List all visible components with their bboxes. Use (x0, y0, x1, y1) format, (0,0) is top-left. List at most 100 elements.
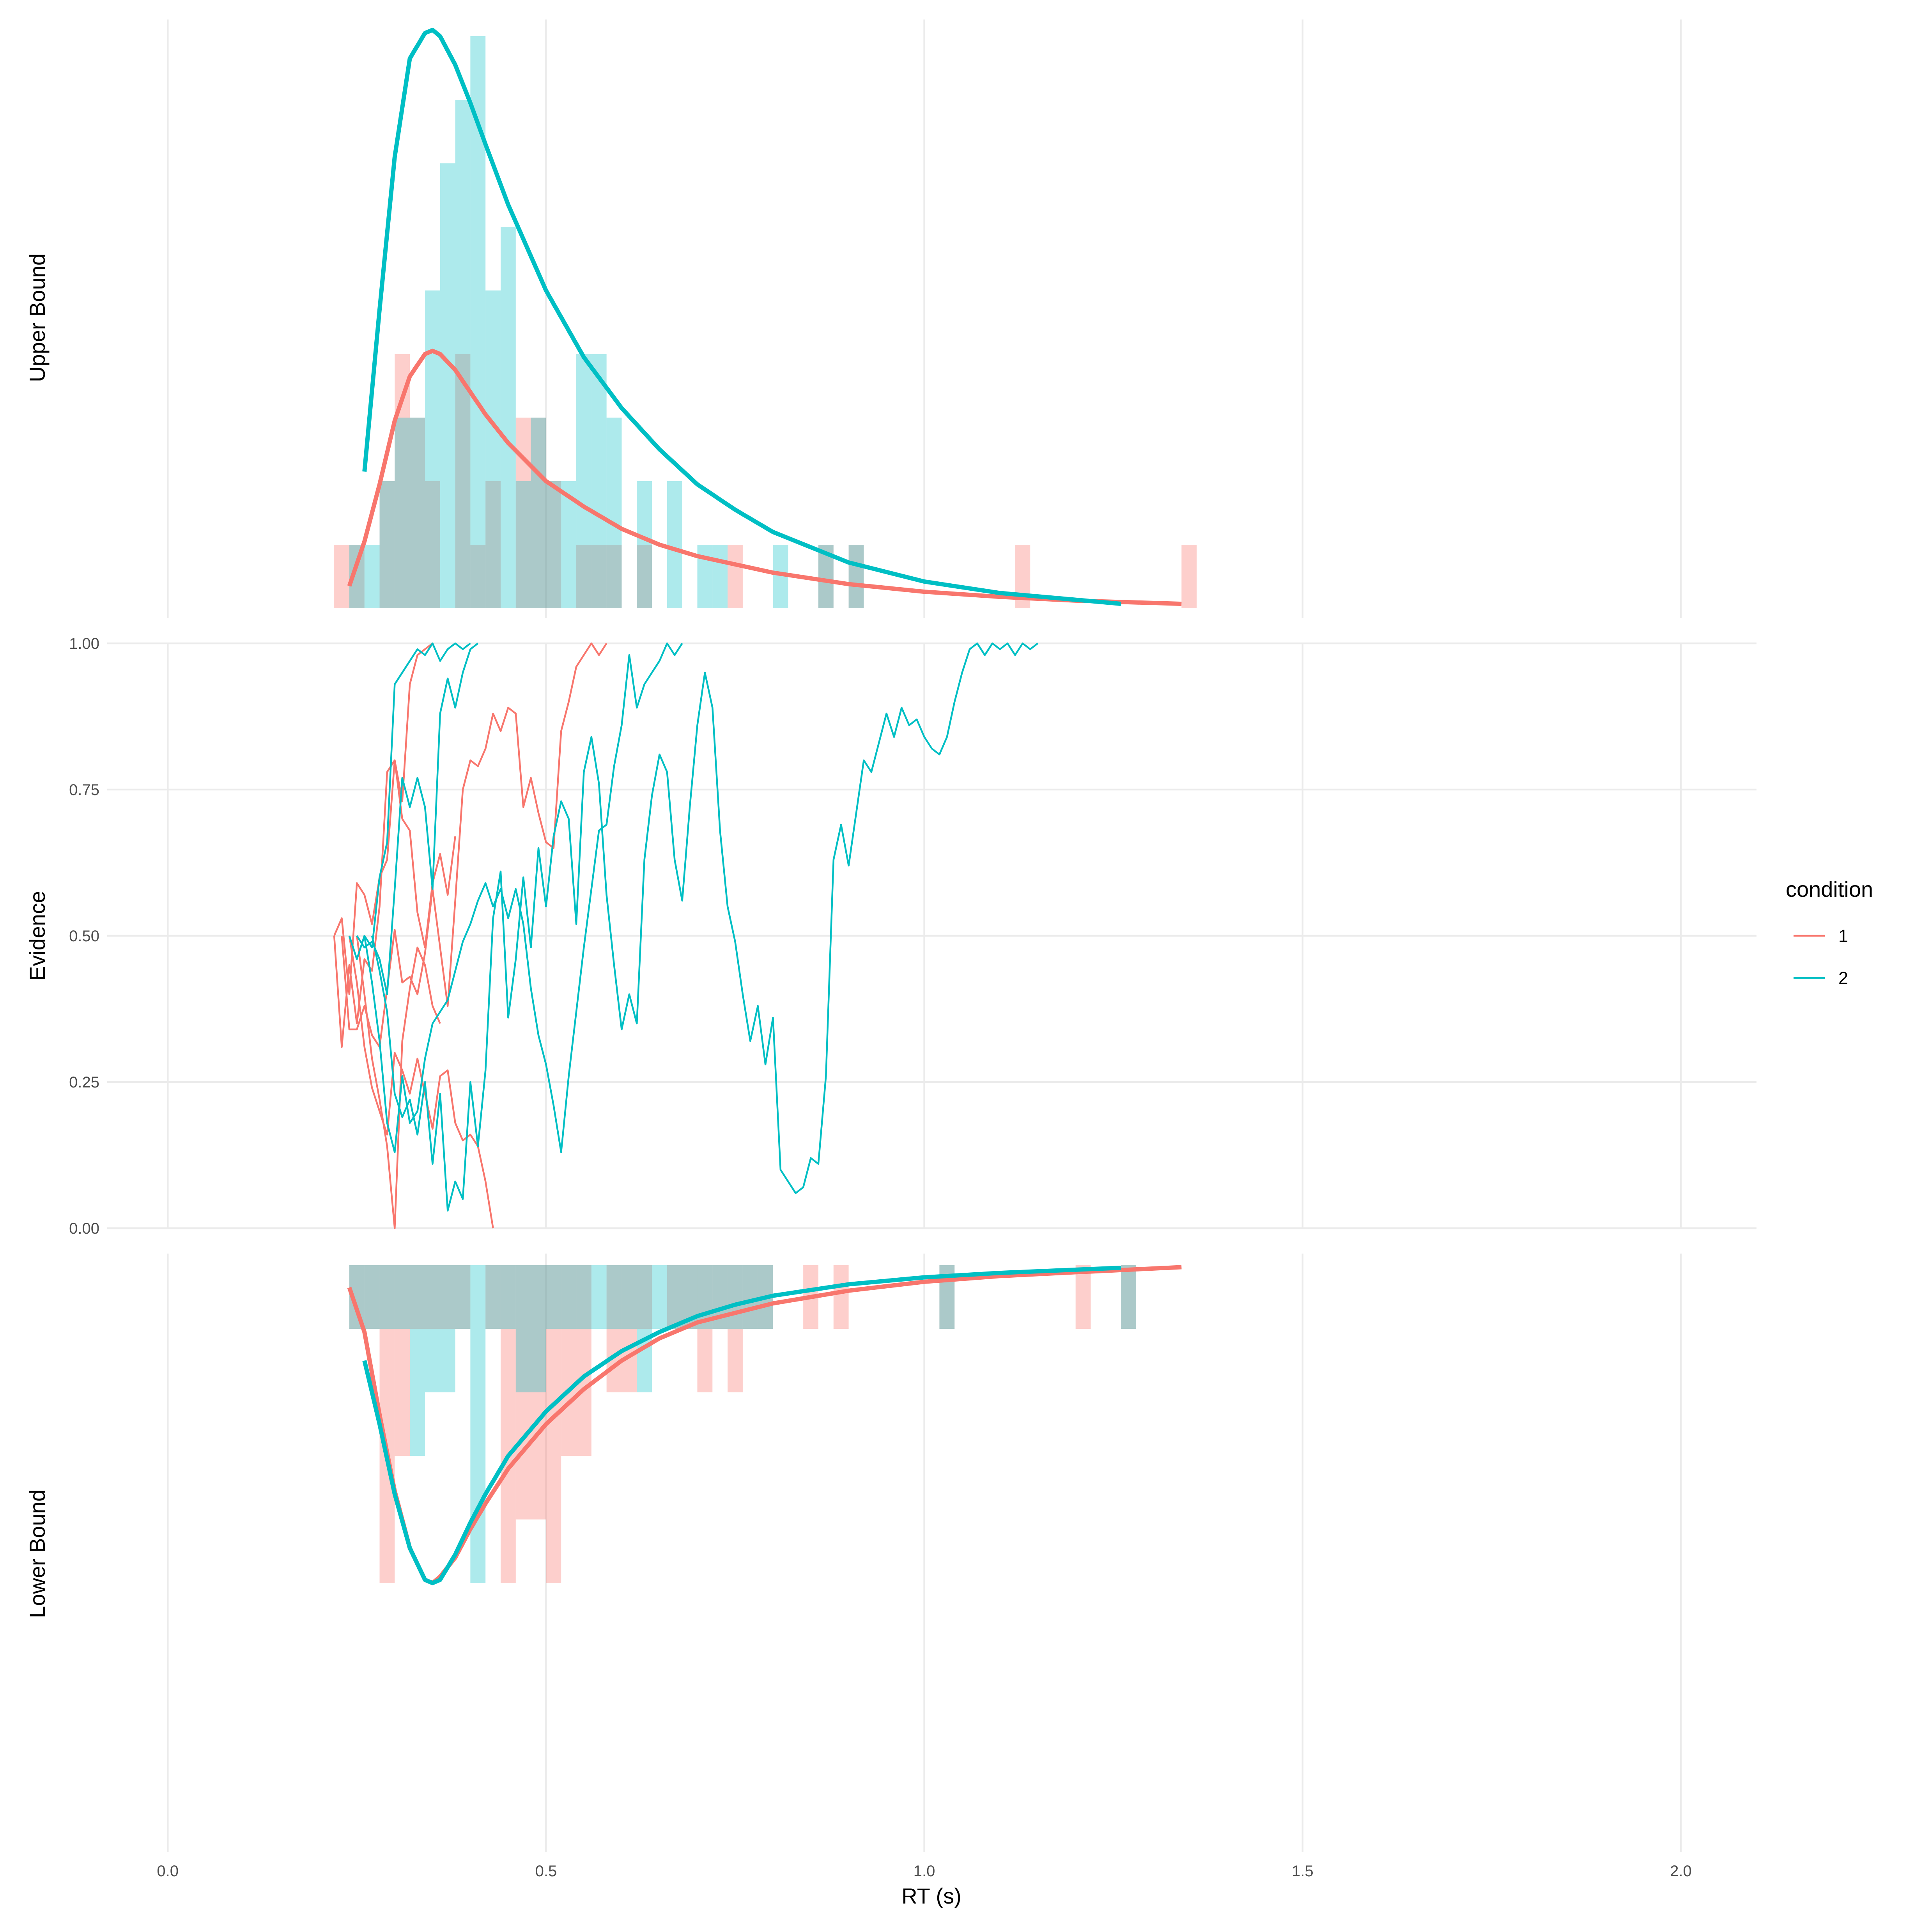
histogram-bar-condition-2 (546, 1265, 561, 1329)
evidence-y-tick-label: 0.25 (69, 1074, 99, 1091)
histogram-bar-condition-1 (576, 545, 591, 608)
histogram-bar-condition-1 (848, 545, 864, 608)
histogram-bar-condition-2 (637, 1265, 652, 1392)
histogram-bar-condition-2 (410, 1265, 425, 1456)
histogram-bar-condition-2 (364, 1265, 380, 1329)
histogram-bar-condition-2 (531, 1265, 546, 1392)
evidence-path-condition-2 (363, 642, 683, 1153)
evidence-panel: 0.00 0.25 0.50 0.75 1.00 (69, 635, 1756, 1237)
evidence-path-condition-1 (356, 935, 441, 1229)
histogram-bar-condition-1 (410, 418, 425, 608)
histogram-bar-condition-2 (440, 1265, 455, 1392)
evidence-panel-gridlines (107, 642, 1756, 1229)
histogram-bar-condition-2 (606, 1265, 622, 1329)
histogram-bar-condition-1 (485, 481, 501, 608)
histogram-bar-condition-2 (440, 163, 455, 608)
histogram-bar-condition-1 (667, 1265, 682, 1329)
upper-bound-panel (166, 19, 1682, 618)
histogram-bar-condition-2 (697, 545, 713, 608)
histogram-bar-condition-2 (848, 545, 864, 608)
histogram-bar-condition-2 (652, 1265, 667, 1329)
evidence-y-tick-label: 0.50 (69, 928, 99, 945)
evidence-accumulation-paths (333, 642, 1039, 1229)
density-curve-condition-2 (362, 28, 1121, 606)
histogram-bar-condition-1 (637, 1265, 652, 1329)
histogram-bar-condition-2 (515, 481, 531, 608)
histogram-bar-condition-1 (591, 545, 607, 608)
density-curve-condition-1 (347, 349, 1182, 606)
upper-histogram-bars (334, 36, 1197, 608)
histogram-bar-condition-2 (364, 545, 380, 608)
evidence-y-tick-labels: 0.00 0.25 0.50 0.75 1.00 (69, 635, 99, 1237)
histogram-bar-condition-2 (500, 227, 516, 608)
evidence-path-condition-1 (348, 935, 494, 1229)
histogram-bar-condition-1 (531, 418, 546, 608)
histogram-bar-condition-2 (515, 1265, 531, 1392)
histogram-bar-condition-1 (728, 1265, 743, 1392)
evidence-y-axis-title: Evidence (25, 891, 50, 981)
histogram-bar-condition-1 (440, 1265, 455, 1329)
histogram-bar-condition-1 (621, 1265, 637, 1392)
histogram-bar-condition-2 (591, 354, 607, 608)
histogram-bar-condition-1 (561, 1265, 577, 1456)
histogram-bar-condition-1 (833, 1265, 849, 1329)
histogram-bar-condition-2 (576, 1265, 591, 1329)
histogram-bar-condition-2 (410, 418, 425, 608)
evidence-path-condition-2 (371, 642, 1039, 1212)
histogram-bar-condition-1 (455, 354, 471, 608)
legend-label-condition-2: 2 (1838, 968, 1848, 988)
histogram-bar-condition-2 (742, 1265, 758, 1329)
legend-label-condition-1: 1 (1838, 926, 1848, 946)
histogram-bar-condition-2 (485, 290, 501, 608)
histogram-bar-condition-1 (697, 1265, 713, 1392)
x-axis-tick-label: 1.0 (914, 1863, 935, 1880)
histogram-bar-condition-1 (1075, 1265, 1091, 1329)
histogram-bar-condition-1 (546, 481, 561, 608)
histogram-bar-condition-1 (410, 1265, 425, 1329)
x-axis-tick-label: 0.0 (157, 1863, 179, 1880)
histogram-bar-condition-1 (334, 545, 349, 608)
histogram-bar-condition-2 (667, 1265, 682, 1329)
x-axis-tick-label: 0.5 (535, 1863, 557, 1880)
histogram-bar-condition-2 (1121, 1265, 1136, 1329)
histogram-bar-condition-1 (728, 545, 743, 608)
histogram-bar-condition-1 (515, 1265, 531, 1519)
x-axis-tick-labels: 0.0 0.5 1.0 1.5 2.0 (157, 1863, 1691, 1880)
histogram-bar-condition-1 (1121, 1265, 1136, 1329)
x-axis-tick-label: 2.0 (1670, 1863, 1692, 1880)
histogram-bar-condition-2 (637, 481, 652, 608)
histogram-bar-condition-1 (470, 545, 486, 608)
histogram-bar-condition-1 (395, 1265, 410, 1456)
histogram-bar-condition-1 (485, 1265, 501, 1329)
legend-title: condition (1786, 877, 1873, 901)
histogram-bar-condition-1 (1181, 545, 1197, 608)
histogram-bar-condition-2 (606, 418, 622, 608)
upper-panel-y-axis-title: Upper Bound (25, 253, 50, 382)
histogram-bar-condition-2 (455, 100, 471, 608)
lower-panel-gridlines (166, 1254, 1682, 1852)
x-axis-title: RT (s) (901, 1884, 961, 1908)
histogram-bar-condition-2 (470, 1265, 486, 1583)
evidence-path-condition-1 (341, 642, 607, 1048)
evidence-path-condition-2 (356, 643, 479, 995)
histogram-bar-condition-1 (637, 545, 652, 608)
histogram-bar-condition-1 (576, 1265, 591, 1456)
histogram-bar-condition-2 (425, 1265, 440, 1392)
histogram-bar-condition-1 (531, 1265, 546, 1519)
histogram-bar-condition-2 (395, 1265, 410, 1329)
histogram-bar-condition-2 (485, 1265, 501, 1329)
legend: condition 1 2 (1786, 877, 1873, 988)
upper-density-curves (347, 28, 1182, 606)
lower-panel-y-axis-title: Lower Bound (25, 1489, 50, 1618)
histogram-bar-condition-2 (531, 418, 546, 608)
evidence-path-condition-1 (333, 759, 456, 995)
histogram-bar-condition-2 (425, 290, 440, 608)
histogram-bar-condition-2 (576, 354, 591, 608)
histogram-bar-condition-2 (561, 1265, 577, 1329)
histogram-bar-condition-2 (395, 418, 410, 608)
histogram-bar-condition-1 (500, 1265, 516, 1583)
histogram-bar-condition-2 (621, 1265, 637, 1329)
lower-density-curves (347, 1265, 1182, 1585)
